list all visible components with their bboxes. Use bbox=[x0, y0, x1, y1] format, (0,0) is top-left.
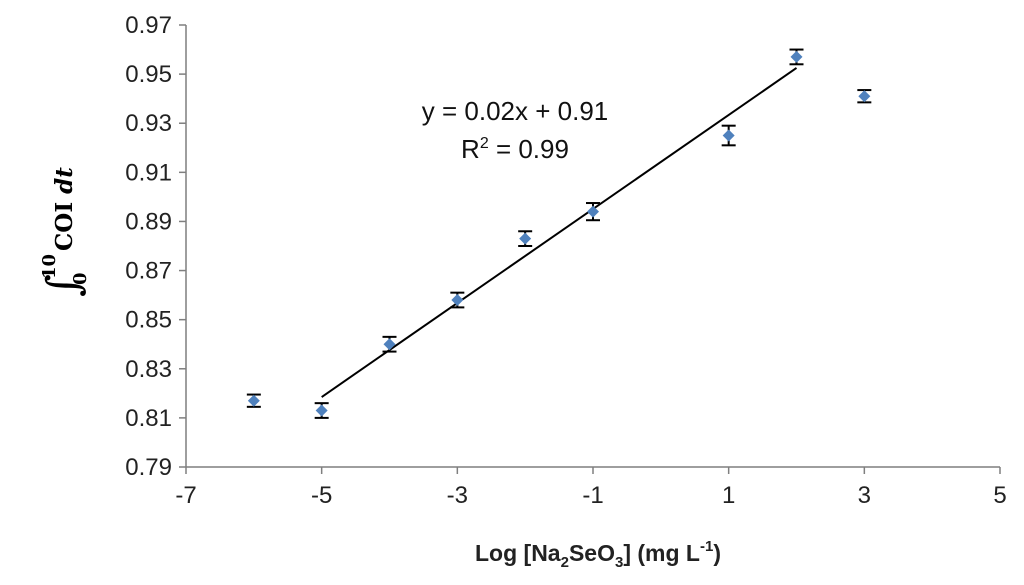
data-point bbox=[789, 48, 804, 66]
y-tick-label: 0.81 bbox=[125, 405, 172, 432]
x-label-prefix: Log [Na bbox=[475, 540, 561, 566]
r-squared-label: R2 = 0.99 bbox=[461, 134, 569, 164]
point-marker bbox=[247, 394, 260, 407]
x-label-sup: -1 bbox=[700, 538, 713, 555]
y-tick-label: 0.87 bbox=[125, 258, 172, 285]
x-axis-label: Log [Na2SeO3] (mg L-1) bbox=[475, 538, 721, 571]
x-label-rest: ] (mg L bbox=[623, 540, 700, 566]
trendline-layer bbox=[321, 67, 798, 398]
x-tick-label: 3 bbox=[858, 482, 871, 509]
y-tick-label: 0.85 bbox=[125, 307, 172, 334]
data-point bbox=[721, 124, 736, 147]
x-label-sub2: 3 bbox=[615, 554, 623, 571]
y-label-upper-limit: 10 bbox=[39, 254, 60, 279]
point-marker bbox=[722, 129, 735, 142]
data-point bbox=[586, 202, 600, 222]
y-tick-label: 0.91 bbox=[125, 159, 172, 186]
point-marker bbox=[383, 338, 396, 351]
data-point bbox=[314, 402, 329, 419]
point-marker bbox=[587, 205, 599, 218]
trendline bbox=[321, 67, 798, 398]
points-layer bbox=[246, 48, 872, 419]
x-label-mid: SeO bbox=[569, 540, 615, 566]
y-label-dt: dt bbox=[51, 167, 78, 194]
point-marker bbox=[519, 232, 532, 245]
x-label-sub1: 2 bbox=[561, 554, 569, 571]
y-label-text: COI dt bbox=[51, 167, 78, 251]
y-tick-label: 0.89 bbox=[125, 208, 172, 235]
axes bbox=[185, 25, 1000, 468]
y-tick-label: 0.79 bbox=[125, 454, 172, 481]
point-marker bbox=[315, 404, 328, 417]
equation-label: y = 0.02x + 0.91 bbox=[422, 96, 608, 126]
data-point bbox=[450, 291, 465, 309]
x-tick-label: -3 bbox=[447, 482, 468, 509]
r2-value: = 0.99 bbox=[489, 134, 569, 164]
y-label-integral: ∫ bbox=[38, 274, 89, 297]
y-tick-label: 0.83 bbox=[125, 356, 172, 383]
x-label-end: ) bbox=[713, 540, 721, 566]
r2-prefix: R bbox=[461, 134, 480, 164]
x-tick-label: -5 bbox=[311, 482, 332, 509]
data-point bbox=[518, 230, 533, 247]
x-tick-label: 5 bbox=[993, 482, 1006, 509]
y-tick-label: 0.95 bbox=[125, 61, 172, 88]
r2-sup: 2 bbox=[480, 135, 489, 152]
data-point bbox=[857, 89, 872, 104]
y-axis-label: ∫ 10 0 COI dt bbox=[38, 167, 91, 297]
x-tick-label: 1 bbox=[722, 482, 735, 509]
y-label-coi: COI bbox=[51, 194, 78, 251]
x-tick-label: -7 bbox=[175, 482, 196, 509]
data-point bbox=[246, 393, 261, 408]
point-marker bbox=[790, 50, 803, 63]
y-tick-label: 0.97 bbox=[125, 12, 172, 39]
y-label-lower-limit: 0 bbox=[70, 272, 91, 285]
data-point bbox=[382, 335, 397, 353]
point-marker bbox=[451, 294, 464, 307]
x-tick-label: -1 bbox=[582, 482, 603, 509]
point-marker bbox=[858, 90, 871, 103]
y-tick-label: 0.93 bbox=[125, 110, 172, 137]
ticks: 0.79 0.81 0.83 0.85 0.87 0.89 0.91 0.93 0.95 0.97… bbox=[125, 12, 1006, 509]
